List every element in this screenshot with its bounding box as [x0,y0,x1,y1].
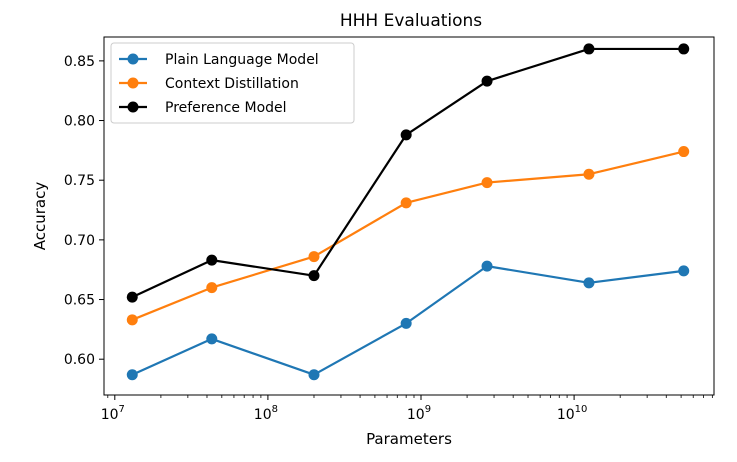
legend-marker-context-distillation [127,77,139,89]
data-point-preference-model [400,129,412,141]
data-point-context-distillation [678,146,690,158]
plot-frame [103,36,715,396]
data-point-context-distillation [308,251,320,263]
data-point-context-distillation [206,282,218,294]
data-point-plain-language-model [400,317,412,329]
data-point-context-distillation [400,197,412,209]
data-point-preference-model [678,43,690,55]
data-point-plain-language-model [583,277,595,289]
legend-label-plain-language-model: Plain Language Model [165,52,319,68]
plot-series [126,43,690,381]
data-point-plain-language-model [481,260,493,272]
data-point-preference-model [481,75,493,87]
x-tick-label: 107 [101,404,125,423]
data-point-preference-model [583,43,595,55]
legend: Plain Language Model Context Distillation… [110,42,355,124]
series-preference-model [126,43,690,303]
y-axis: 0.60 0.65 0.70 0.75 0.80 0.85 [64,54,104,368]
y-axis-label: Accuracy [31,182,49,251]
series-line-context-distillation [131,150,684,321]
chart-title: HHH Evaluations [340,11,482,31]
x-tick-label: 108 [254,404,278,423]
y-tick-label: 0.60 [64,352,95,368]
x-tick-label: 1010 [557,404,588,423]
data-point-context-distillation [481,177,493,189]
y-tick-label: 0.80 [64,114,95,130]
legend-box [110,42,355,124]
legend-label-preference-model: Preference Model [165,100,287,116]
x-axis-label: Parameters [366,430,452,448]
legend-marker-plain-language-model [127,53,139,65]
data-point-context-distillation [126,314,138,326]
data-point-context-distillation [583,168,595,180]
data-point-preference-model [206,254,218,266]
data-point-plain-language-model [308,369,320,381]
legend-label-context-distillation: Context Distillation [165,76,299,92]
y-tick-label: 0.70 [64,233,95,249]
y-tick-label: 0.85 [64,54,95,70]
x-axis: 107 108 109 1010 [101,395,713,423]
y-tick-label: 0.75 [64,173,95,189]
legend-marker-preference-model [127,101,139,113]
y-tick-label: 0.65 [64,293,95,309]
data-point-preference-model [308,270,320,282]
data-point-plain-language-model [126,369,138,381]
series-plain-language-model [126,260,690,381]
data-point-plain-language-model [206,333,218,345]
data-point-preference-model [126,291,138,303]
x-tick-label: 109 [407,404,431,423]
series-context-distillation [126,146,690,326]
data-point-plain-language-model [678,265,690,277]
